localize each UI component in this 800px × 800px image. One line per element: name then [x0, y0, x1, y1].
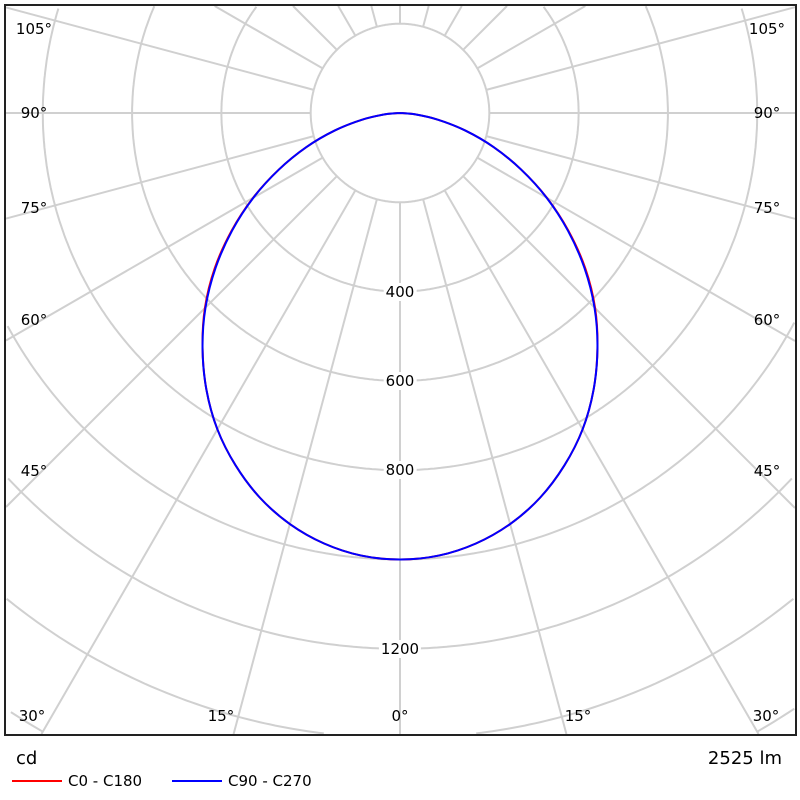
angle-label-left: 90°: [20, 104, 48, 122]
grid-spoke: [337, 5, 357, 37]
grid-spoke: [292, 5, 338, 51]
radial-tick-label: 400: [383, 282, 417, 301]
series-curve-c90-c270: [201, 112, 599, 561]
angle-label-bottom: 15°: [564, 707, 592, 725]
angle-label-bottom: 30°: [752, 707, 780, 725]
grid-ring-1400: [5, 598, 795, 735]
grid-spoke: [476, 5, 586, 70]
angle-label-right: 90°: [753, 104, 781, 122]
angle-label-right: 105°: [748, 20, 786, 38]
angle-label-left: 60°: [20, 311, 48, 329]
grid: [5, 5, 796, 735]
grid-ring-600: [131, 5, 669, 382]
curves: [201, 112, 599, 561]
grid-spoke: [476, 156, 796, 342]
grid-spoke: [485, 135, 796, 220]
flux-label: 2525 lm: [707, 748, 782, 769]
legend-label: C0 - C180: [68, 772, 143, 790]
angle-label-bottom: 15°: [207, 707, 235, 725]
grid-spoke: [5, 156, 324, 342]
angle-label-bottom: 0°: [391, 707, 409, 725]
plot-frame: [4, 4, 797, 736]
grid-spoke: [5, 135, 315, 220]
angle-label-left: 45°: [20, 462, 48, 480]
grid-ring-1600: [10, 707, 795, 733]
legend-label: C90 - C270: [228, 772, 312, 790]
grid-spoke: [214, 5, 324, 70]
angle-label-left: 105°: [15, 20, 53, 38]
grid-spoke: [40, 189, 357, 735]
grid-spoke: [462, 175, 796, 509]
grid-ring-800: [41, 8, 759, 472]
angle-label-right: 60°: [753, 311, 781, 329]
legend-swatch-red: [12, 780, 62, 782]
legend-item-c90: C90 - C270: [172, 772, 312, 790]
grid-spoke: [422, 198, 568, 735]
grid-ring-400: [220, 6, 580, 293]
legend-item-c0: C0 - C180: [12, 772, 142, 790]
grid-spoke: [443, 189, 760, 735]
radial-tick-label: 600: [383, 371, 417, 390]
legend-swatch-blue: [172, 780, 222, 782]
grid-spoke: [232, 198, 378, 735]
grid-spoke: [5, 6, 315, 91]
radial-tick-label: 1200: [378, 639, 422, 658]
radial-tick-label: 800: [383, 461, 417, 480]
grid-spoke: [422, 5, 430, 28]
grid-ring-1200: [7, 477, 793, 650]
grid-spoke: [5, 175, 338, 508]
angle-label-right: 75°: [753, 199, 781, 217]
angle-label-left: 75°: [20, 199, 48, 217]
angle-label-bottom: 30°: [18, 707, 46, 725]
grid-ring-1000: [6, 322, 796, 561]
grid-spoke: [485, 6, 796, 91]
unit-label: cd: [16, 748, 38, 769]
grid-spoke: [443, 5, 463, 37]
grid-spoke: [462, 5, 508, 51]
angle-label-right: 45°: [753, 462, 781, 480]
grid-spoke: [370, 5, 378, 28]
